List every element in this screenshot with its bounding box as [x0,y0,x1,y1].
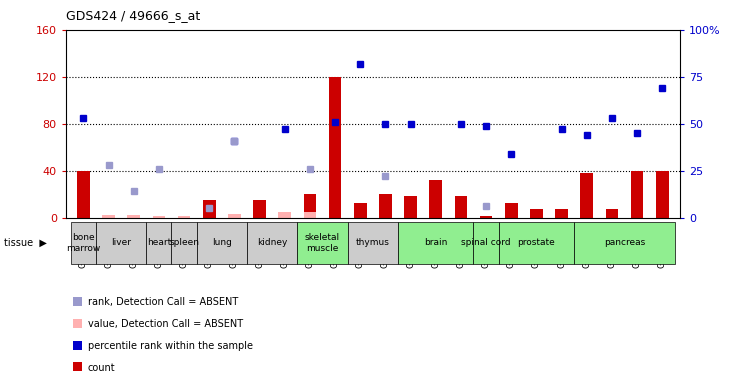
Bar [127,215,140,217]
Bar [303,211,317,217]
Bar [197,222,247,264]
Text: heart: heart [147,238,171,248]
Bar [474,222,499,264]
Text: percentile rank within the sample: percentile rank within the sample [88,341,253,351]
Bar [178,216,190,217]
Bar [247,222,298,264]
Text: skeletal
muscle: skeletal muscle [305,233,340,252]
Text: liver: liver [111,238,131,248]
Bar [329,77,341,218]
Bar [279,211,291,217]
Bar [172,222,197,264]
Bar [146,222,172,264]
Bar [499,222,574,264]
Bar [574,222,675,264]
Bar [354,203,366,217]
Bar [71,222,96,264]
Bar [398,222,474,264]
Bar [480,216,493,217]
Bar [429,180,442,218]
Bar [127,216,140,217]
Text: rank, Detection Call = ABSENT: rank, Detection Call = ABSENT [88,297,238,307]
Text: bone
marrow: bone marrow [67,233,101,252]
Bar [404,196,417,217]
Bar [153,216,165,217]
Text: GDS424 / 49666_s_at: GDS424 / 49666_s_at [66,9,200,22]
Bar [631,171,643,217]
Text: pancreas: pancreas [604,238,645,248]
Bar [253,200,266,217]
Bar [580,173,593,217]
Bar [348,222,398,264]
Bar [298,222,348,264]
Text: spleen: spleen [169,238,199,248]
Bar [455,196,467,217]
Text: tissue  ▶: tissue ▶ [4,238,47,248]
Text: count: count [88,363,115,373]
Bar [96,222,146,264]
Bar [178,216,190,217]
Text: prostate: prostate [518,238,556,248]
Bar [530,209,542,218]
Text: brain: brain [424,238,447,248]
Bar [279,211,291,217]
Text: spinal cord: spinal cord [461,238,511,248]
Text: lung: lung [212,238,232,248]
Bar [228,214,240,217]
Bar [228,215,240,217]
Text: thymus: thymus [356,238,390,248]
Bar [379,194,392,217]
Bar [505,203,518,217]
Bar [556,209,568,218]
Bar [102,215,115,217]
Bar [303,194,317,217]
Bar [77,171,90,217]
Bar [203,200,216,217]
Bar [605,209,618,218]
Bar [102,216,115,217]
Text: value, Detection Call = ABSENT: value, Detection Call = ABSENT [88,319,243,329]
Bar [153,216,165,217]
Text: kidney: kidney [257,238,287,248]
Bar [656,171,669,217]
